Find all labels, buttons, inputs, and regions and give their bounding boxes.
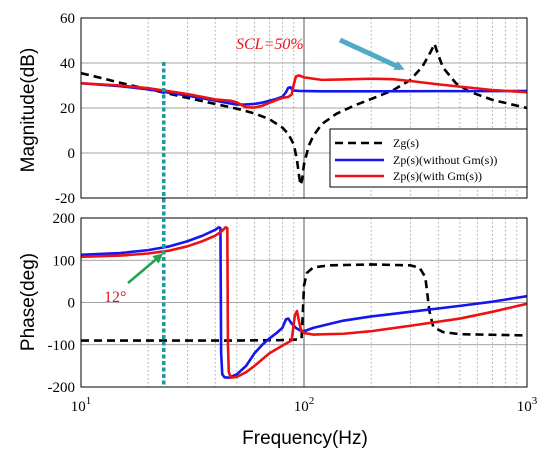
phase-grid — [81, 218, 527, 387]
y-tick-label: 0 — [68, 146, 76, 162]
legend-label-zp-with-gm: Zp(s)(with Gm(s)) — [393, 169, 482, 183]
scl-annotation: SCL=50% — [236, 36, 304, 53]
legend-box — [329, 128, 528, 188]
magnitude-axes-box — [80, 17, 528, 199]
x-tick-label: 102 — [294, 395, 315, 415]
phase-series-zg — [81, 263, 527, 342]
x-tick-label: 103 — [517, 395, 538, 415]
y-tick-label: 200 — [53, 211, 76, 227]
phase-axes-box — [80, 217, 528, 388]
legend-item-zp-with-gm: Zp(s)(with Gm(s)) — [335, 169, 482, 183]
legend-item-zg: Zg(s) — [335, 136, 419, 150]
magnitude-y-ticks: -20 0 20 40 60 — [55, 11, 75, 207]
phase-panel: -200 -100 0 100 200 101 102 103 Phase(deg) Fre… — [18, 211, 538, 449]
phase-margin-arrow — [127, 253, 164, 284]
y-tick-label: 40 — [60, 56, 75, 72]
phase-series-zp-without-gm — [81, 226, 527, 379]
magnitude-panel: -20 0 20 40 60 Magnitude(dB) SCL=50% Zg(s) Z… — [18, 11, 528, 207]
magnitude-plot-area — [81, 42, 527, 187]
scl-arrow — [338, 37, 405, 71]
y-tick-label: 0 — [68, 296, 76, 312]
phase-xlabel: Frequency(Hz) — [242, 428, 368, 449]
y-tick-label: 100 — [53, 253, 76, 269]
y-tick-label: -100 — [48, 338, 76, 354]
y-tick-label: 20 — [60, 101, 75, 117]
legend-item-zp-without-gm: Zp(s)(without Gm(s)) — [335, 153, 497, 167]
magnitude-series-zp-with-gm — [81, 74, 527, 109]
legend-label-zp-without-gm: Zp(s)(without Gm(s)) — [393, 153, 497, 167]
phase-margin-annotation: 12° — [104, 289, 126, 306]
magnitude-series-zg — [81, 42, 527, 187]
y-tick-label: 60 — [60, 11, 75, 27]
y-tick-label: -20 — [55, 191, 75, 207]
legend: Zg(s) Zp(s)(without Gm(s)) Zp(s)(with Gm… — [329, 128, 528, 188]
phase-plot-area — [81, 226, 527, 379]
phase-y-ticks: -200 -100 0 100 200 — [48, 211, 76, 396]
x-tick-label: 101 — [71, 395, 92, 415]
magnitude-ylabel: Magnitude(dB) — [18, 48, 39, 173]
legend-label-zg: Zg(s) — [393, 136, 419, 150]
phase-x-ticks: 101 102 103 — [71, 395, 538, 415]
y-tick-label: -200 — [48, 380, 76, 396]
phase-series-zp-with-gm — [81, 226, 527, 379]
phase-ylabel: Phase(deg) — [18, 253, 39, 351]
